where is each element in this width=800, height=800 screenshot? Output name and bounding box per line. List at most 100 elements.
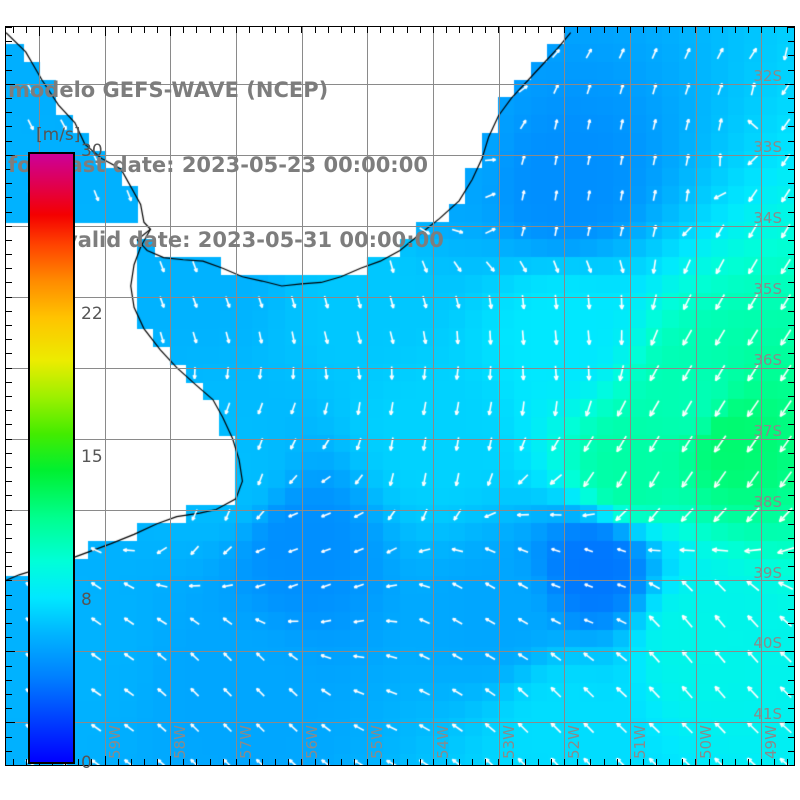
tick-bottom	[236, 759, 237, 765]
tick-top	[459, 27, 460, 33]
gridline-lat-37S	[6, 439, 794, 440]
tick-bottom	[748, 759, 749, 765]
tick-bottom	[105, 756, 106, 765]
tick-bottom	[26, 759, 27, 765]
tick-right	[788, 98, 794, 99]
gridline-lon-50W	[696, 27, 697, 765]
tick-top	[617, 27, 618, 33]
tick-top	[420, 27, 421, 33]
tick-right	[788, 580, 794, 581]
tick-bottom	[722, 759, 723, 765]
lat-label-39S: 39S	[753, 563, 782, 582]
tick-bottom	[354, 759, 355, 765]
lon-label-49W: 49W	[762, 725, 781, 759]
tick-left	[6, 595, 12, 596]
tick-bottom	[210, 759, 211, 765]
tick-right	[788, 510, 794, 511]
tick-left	[6, 439, 12, 440]
gridline-lon-59W	[105, 27, 106, 765]
lat-label-33S: 33S	[753, 137, 782, 156]
tick-bottom	[393, 759, 394, 765]
tick-bottom	[656, 759, 657, 765]
tick-top	[341, 27, 342, 33]
title-line-forecast-date: forecast date: 2023-05-23 00:00:00	[8, 153, 428, 177]
tick-right	[788, 453, 794, 454]
tick-left	[6, 368, 12, 369]
tick-top	[604, 27, 605, 33]
tick-left	[6, 311, 12, 312]
tick-bottom	[91, 759, 92, 765]
tick-bottom	[157, 759, 158, 765]
tick-top	[735, 27, 736, 33]
tick-top	[433, 27, 434, 33]
colorbar-tick-22: 22	[81, 304, 103, 325]
tick-right	[788, 708, 794, 709]
tick-right	[788, 382, 794, 383]
title-line-model: modelo GEFS-WAVE (NCEP)	[8, 78, 329, 102]
tick-top	[26, 27, 27, 33]
tick-right	[788, 311, 794, 312]
tick-top	[630, 27, 631, 33]
tick-right	[788, 410, 794, 411]
lon-label-59W: 59W	[105, 725, 124, 759]
gridline-lon-51W	[630, 27, 631, 765]
tick-top	[301, 27, 302, 33]
lon-label-51W: 51W	[630, 725, 649, 759]
gridline-lon-52W	[564, 27, 565, 765]
tick-right	[788, 737, 794, 738]
tick-right	[788, 538, 794, 539]
tick-left	[6, 722, 15, 723]
tick-left	[6, 510, 12, 511]
gridline-lon-58W	[170, 27, 171, 765]
tick-left	[6, 27, 12, 28]
tick-right	[785, 155, 794, 156]
tick-right	[785, 651, 794, 652]
tick-left	[6, 268, 12, 269]
colorbar-tick-8: 8	[81, 589, 92, 610]
tick-left	[6, 84, 15, 85]
tick-left	[6, 737, 12, 738]
tick-right	[785, 722, 794, 723]
tick-bottom	[301, 759, 302, 765]
gridline-lat-41S	[6, 722, 794, 723]
tick-bottom	[433, 759, 434, 765]
tick-bottom	[512, 759, 513, 765]
tick-left	[6, 155, 15, 156]
tick-top	[590, 27, 591, 33]
tick-right	[788, 339, 794, 340]
gridline-lon-57W	[236, 27, 237, 765]
tick-top	[761, 27, 762, 33]
tick-left	[6, 666, 12, 667]
tick-bottom	[262, 759, 263, 765]
lon-label-54W: 54W	[433, 725, 452, 759]
map-plot-area[interactable]: 32S33S34S35S36S37S38S39S40S41S60W59W58W5…	[5, 26, 795, 766]
tick-bottom	[275, 759, 276, 765]
tick-left	[6, 126, 12, 127]
colorbar-tick-0: 0	[81, 753, 92, 773]
tick-top	[210, 27, 211, 33]
tick-top	[39, 27, 40, 36]
tick-top	[643, 27, 644, 33]
tick-right	[788, 212, 794, 213]
tick-top	[223, 27, 224, 33]
tick-right	[788, 268, 794, 269]
tick-right	[788, 751, 794, 752]
tick-right	[788, 112, 794, 113]
gridline-lat-39S	[6, 580, 794, 581]
chart-title: modelo GEFS-WAVE (NCEP) forecast date: 2…	[8, 28, 444, 303]
tick-right	[788, 439, 794, 440]
tick-top	[196, 27, 197, 33]
tick-bottom	[183, 759, 184, 765]
tick-bottom	[590, 759, 591, 765]
tick-right	[788, 481, 794, 482]
title-line-valid-date: valid date: 2023-05-31 00:00:00	[64, 228, 444, 252]
tick-bottom	[709, 759, 710, 765]
tick-left	[6, 481, 12, 482]
tick-right	[788, 666, 794, 667]
tick-bottom	[525, 759, 526, 765]
tick-right	[788, 141, 794, 142]
tick-top	[446, 27, 447, 33]
tick-top	[709, 27, 710, 33]
tick-top	[78, 27, 79, 33]
